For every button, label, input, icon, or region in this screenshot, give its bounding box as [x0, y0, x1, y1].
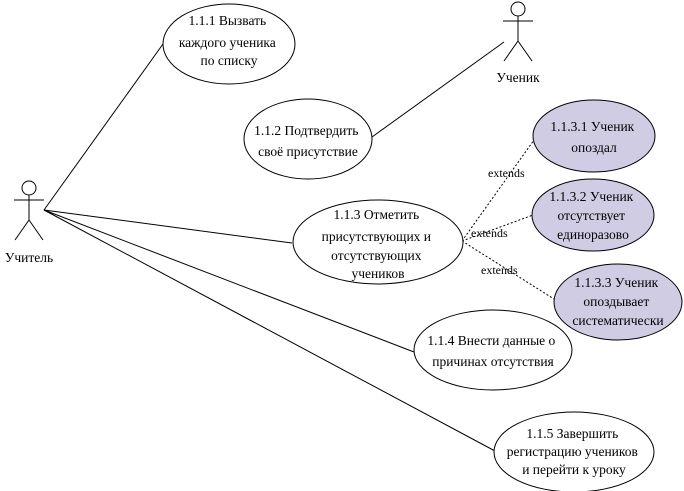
- svg-text:1.1.3.2 Ученик отсутству: 1.1.3.2 Ученик отсутствует единоразово: [549, 189, 636, 242]
- use-case-1-1-3-1: 1.1.3.1 Ученик опоздал: [532, 99, 656, 173]
- assoc-teacher-uc3: [43, 209, 293, 244]
- use-case-1-1-3: 1.1.3 Отметить присутствующих и отсутств…: [292, 199, 464, 285]
- use-case-1-1-3-3: 1.1.3.3 Ученик опоздывает систематически: [553, 263, 683, 341]
- actor-leg-left: [503, 40, 519, 62]
- actor-student: [503, 1, 533, 62]
- svg-text:1.1.4 Внести данные о пр: 1.1.4 Внести данные о причинах отсутстви…: [427, 333, 558, 369]
- assoc-student-uc2: [371, 41, 505, 138]
- svg-text:1.1.3.3 Ученик опоздывае: 1.1.3.3 Ученик опоздывает систематически: [572, 275, 663, 328]
- use-case-1-1-4: 1.1.4 Внести данные о причинах отсутстви…: [413, 309, 573, 391]
- actor-head: [510, 1, 526, 17]
- svg-text:1.1.3 Отметить присутств: 1.1.3 Отметить присутствующих и отсутств…: [322, 207, 435, 281]
- svg-text:1.1.5 Завершить регистра: 1.1.5 Завершить регистрацию учеников и п…: [507, 426, 642, 477]
- actor-leg-right: [517, 40, 533, 62]
- actor-teacher-label: Учитель: [5, 250, 53, 265]
- actor-student-label: Ученик: [496, 70, 540, 85]
- extends-label-3: extends: [481, 263, 518, 277]
- svg-text:1.1.2 Подтвердить своё п: 1.1.2 Подтвердить своё присутствие: [254, 123, 362, 159]
- assoc-teacher-uc5: [43, 209, 496, 452]
- actor-leg-left: [14, 219, 30, 241]
- extend-relations: [461, 139, 555, 300]
- use-case-1-1-3-2: 1.1.3.2 Ученик отсутствует единоразово: [531, 178, 655, 252]
- use-case-1-1-2: 1.1.2 Подтвердить своё присутствие: [243, 98, 373, 180]
- assoc-teacher-uc1: [43, 43, 164, 211]
- extends-label-1: extends: [488, 166, 525, 180]
- actor-teacher: [14, 180, 44, 241]
- svg-text:1.1.3.1 Ученик опоздал: 1.1.3.1 Ученик опоздал: [550, 119, 637, 155]
- extends-label-2: extends: [471, 226, 508, 240]
- associations: [43, 41, 505, 452]
- use-case-1-1-5: 1.1.5 Завершить регистрацию учеников и п…: [493, 411, 655, 491]
- assoc-teacher-uc4: [43, 209, 415, 353]
- svg-text:1.1.1 Вызвать каждого уч: 1.1.1 Вызвать каждого ученика по списку: [179, 13, 279, 68]
- extend-line-1: [461, 139, 535, 242]
- extend-line-2: [461, 214, 534, 242]
- actor-leg-right: [28, 219, 44, 241]
- use-case-1-1-1: 1.1.1 Вызвать каждого ученика по списку: [162, 3, 296, 85]
- actor-head: [21, 180, 37, 196]
